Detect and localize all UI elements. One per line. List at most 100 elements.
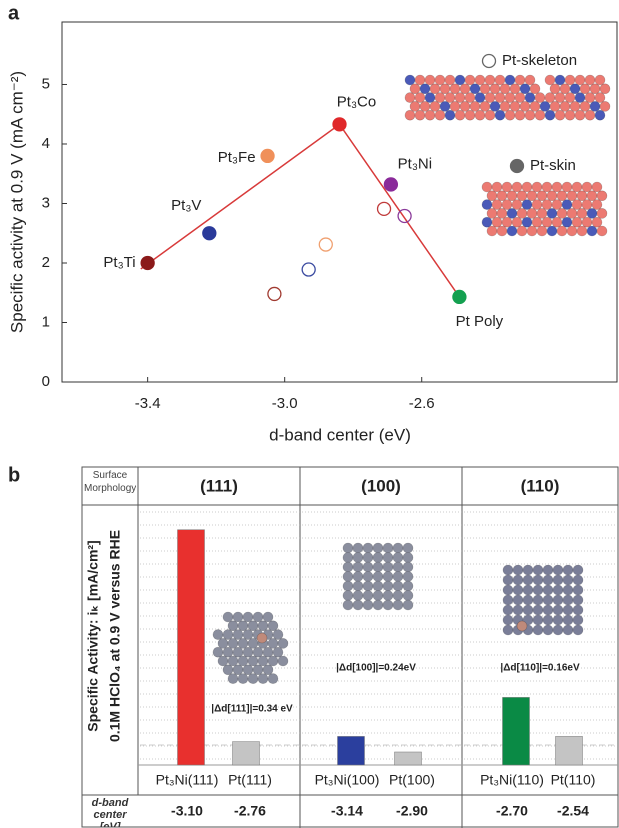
atom [521,181,533,193]
atom [481,216,493,228]
atom [362,561,374,573]
y-axis-label: 0.1M HClO₄ at 0.9 V versus RHE [107,530,123,742]
atom [242,646,254,658]
atom [566,190,578,202]
atom [552,574,564,586]
dband-value: -3.10 [171,803,203,819]
atom [532,574,544,586]
atom [474,74,486,86]
atom [589,101,601,112]
atom [542,624,554,636]
atom [574,92,586,103]
atom [454,109,466,121]
atom [342,571,354,582]
atom [551,216,563,228]
atom [552,564,564,576]
atom [277,638,289,649]
atom [212,646,224,658]
atom [581,216,593,228]
data-point [332,117,347,132]
atom [484,74,496,86]
dband-value: -2.54 [557,803,589,819]
atom [521,216,533,228]
atom [581,181,593,193]
data-point [376,201,392,216]
atom [342,599,354,611]
atom [372,542,384,554]
atom [504,74,516,86]
atom [511,216,523,228]
atom [542,614,554,626]
atom [511,181,523,193]
atom [382,542,394,554]
atom [469,83,481,95]
atom [449,83,461,95]
atom [586,225,598,237]
x-tick-label: -3.4 [135,395,161,412]
atom [596,208,608,219]
atom [562,604,574,616]
atom [424,74,436,86]
atom [402,590,414,601]
atom [529,83,541,95]
atom [342,561,354,573]
x-tick-label: -3.0 [272,395,298,412]
atom [512,584,524,596]
atom [542,584,554,596]
atom [414,74,426,86]
atom [524,74,536,86]
point-label: Pt₃Ni [398,155,432,172]
atom [489,83,501,95]
legend-label: Pt-skeleton [502,52,577,69]
atom [542,594,554,606]
atom [342,542,354,554]
atom [562,574,574,586]
atom [589,83,601,95]
atom [362,580,374,592]
y-tick-label: 2 [42,254,50,271]
atom [562,614,574,626]
atom [526,208,538,219]
atom [586,190,598,202]
atom [556,208,568,219]
atom [382,561,394,573]
atom [536,190,548,202]
atom [534,92,546,103]
bar [177,529,205,766]
point-label: Pt₃Fe [218,149,256,166]
atom [439,101,451,112]
atom [541,181,553,193]
atom [502,604,514,616]
atom [512,604,524,616]
atom [576,208,588,219]
atom [574,74,586,86]
atom [591,216,603,228]
atom [532,594,544,606]
atom [491,199,503,210]
atom [222,646,234,658]
atom [247,673,259,684]
atom [404,74,416,86]
atom [514,74,526,86]
atom [572,604,584,616]
atom [524,109,536,121]
atom [494,92,506,103]
atom [502,564,514,576]
legend-label: Pt-skin [530,157,576,174]
atom [402,552,414,563]
atom [352,571,364,582]
atom [546,208,558,219]
atom [222,664,234,676]
atom [591,181,603,193]
dband-value: -2.90 [396,803,428,819]
atom [541,216,553,228]
atom [571,181,583,193]
atom [232,611,244,623]
atom [424,92,436,103]
bar [502,697,530,766]
atom [502,584,514,596]
atom [566,225,578,237]
atom [552,604,564,616]
atom [561,216,573,228]
atom [562,584,574,596]
